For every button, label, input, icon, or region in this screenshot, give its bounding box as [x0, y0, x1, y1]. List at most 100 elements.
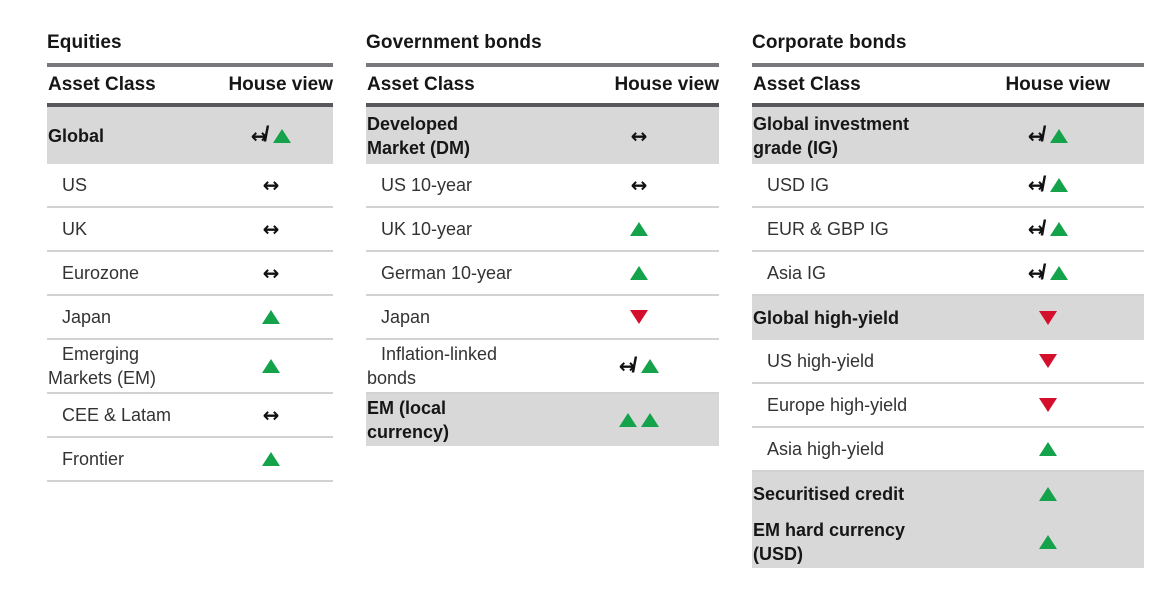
table-row: Europe high-yield — [752, 384, 1144, 428]
table-title: Corporate bonds — [752, 32, 907, 53]
sideways-arrow-icon: ↔ — [262, 173, 280, 197]
table-title: Equities — [47, 32, 122, 53]
asset-class-label: Frontier — [62, 449, 125, 469]
house-view-neutral-up-icon: ↔ / — [619, 353, 660, 377]
down-triangle-icon — [1039, 398, 1057, 412]
house-view-down-icon — [1039, 398, 1057, 412]
sideways-arrow-icon: ↔ — [1027, 261, 1045, 285]
table-row: Eurozone ↔ — [47, 252, 333, 296]
up-triangle-icon — [1050, 222, 1069, 236]
government-bonds-table: Government bonds Asset Class House view … — [366, 30, 719, 568]
asset-class-label: Inflation-linked bonds — [367, 344, 498, 388]
down-triangle-icon — [630, 310, 648, 324]
house-view-cell: ↔ / — [559, 353, 719, 377]
up-triangle-icon — [1050, 266, 1069, 280]
up-triangle-icon — [262, 310, 280, 324]
sideways-arrow-icon: ↔ — [1027, 217, 1045, 241]
asset-class-column-header: Asset Class — [48, 74, 156, 95]
table-row: UK 10-year — [366, 208, 719, 252]
house-view-up-icon — [630, 266, 648, 280]
asset-class-column-header: Asset Class — [367, 74, 475, 95]
table-row: US 10-year ↔ — [366, 164, 719, 208]
table-row: Securitised credit — [752, 472, 1144, 516]
house-view-down-icon — [1039, 311, 1057, 325]
asset-class-label: US high-yield — [767, 351, 875, 371]
house-view-cell: ↔ / — [986, 260, 1110, 285]
slash-icon: / — [1040, 260, 1047, 284]
house-view-down-icon — [1039, 354, 1057, 368]
table-row: EM hard currency (USD) — [752, 516, 1144, 568]
asset-class-label: Global investment grade (IG) — [753, 113, 910, 158]
table-row: Japan — [366, 296, 719, 340]
asset-class-label: US 10-year — [381, 175, 473, 195]
up-triangle-icon — [630, 266, 648, 280]
up-triangle-icon — [1050, 128, 1069, 143]
table-row: Developed Market (DM) ↔ — [366, 107, 719, 164]
house-view-up-icon — [630, 222, 648, 236]
table-row: USD IG ↔ / — [752, 164, 1144, 208]
table-row: Global high-yield — [752, 296, 1144, 340]
house-view-neutral-icon: ↔ — [263, 263, 280, 283]
house-view-down-icon — [630, 310, 648, 324]
up-triangle-icon — [262, 452, 280, 466]
up-triangle-icon — [273, 128, 292, 143]
house-view-cell: ↔ — [559, 175, 719, 195]
table-title: Government bonds — [366, 32, 542, 53]
table-row: Inflation-linked bonds ↔ / — [366, 340, 719, 394]
slash-icon: / — [1040, 172, 1047, 196]
up-triangle-icon — [630, 222, 648, 236]
slash-icon: / — [1040, 123, 1047, 146]
asset-class-label: Europe high-yield — [767, 395, 908, 415]
house-view-cell: ↔ — [209, 175, 333, 195]
up-triangle-icon — [1039, 487, 1057, 501]
asset-class-label: UK 10-year — [381, 219, 473, 239]
table-row: EUR & GBP IG ↔ / — [752, 208, 1144, 252]
house-view-neutral-icon: ↔ — [263, 405, 280, 425]
house-view-up-icon — [262, 452, 280, 466]
sideways-arrow-icon: ↔ — [630, 123, 648, 148]
asset-class-label: EUR & GBP IG — [767, 219, 889, 239]
asset-class-label: UK — [62, 219, 88, 239]
sideways-arrow-icon: ↔ — [250, 123, 268, 148]
table-row: Japan — [47, 296, 333, 340]
house-view-up-icon — [262, 310, 280, 324]
house-view-neutral-up-icon: ↔ / — [1027, 260, 1069, 285]
house-view-up-icon — [1039, 487, 1057, 501]
down-triangle-icon — [1039, 311, 1057, 325]
sideways-arrow-icon: ↔ — [1027, 173, 1045, 197]
table-row: EM (local currency) — [366, 394, 719, 446]
table-row: German 10-year — [366, 252, 719, 296]
table-row: Global investment grade (IG) ↔ / — [752, 107, 1144, 164]
house-view-neutral-up-icon: ↔ / — [1027, 123, 1069, 148]
table-header: Asset Class House view — [366, 63, 719, 107]
house-view-up-icon — [1039, 442, 1057, 456]
asset-class-label: Japan — [62, 307, 112, 327]
table-row: US ↔ — [47, 164, 333, 208]
house-view-cell — [986, 311, 1110, 325]
asset-class-column-header: Asset Class — [753, 74, 861, 95]
asset-class-label: EM hard currency (USD) — [753, 520, 906, 564]
equities-table: Equities Asset Class House view Global ↔ /… — [47, 30, 333, 568]
asset-class-label: Global high-yield — [753, 308, 900, 328]
slash-icon: / — [263, 123, 270, 146]
asset-class-label: German 10-year — [381, 263, 513, 283]
house-view-cell: ↔ / — [986, 123, 1110, 148]
house-view-cell: ↔ — [209, 263, 333, 283]
up-triangle-icon — [619, 413, 637, 427]
table-row: Global ↔ / — [47, 107, 333, 164]
slash-icon: / — [631, 353, 638, 377]
table-row: US high-yield — [752, 340, 1144, 384]
corporate-bonds-table: Corporate bonds Asset Class House view G… — [752, 30, 1144, 568]
up-triangle-icon — [641, 413, 659, 427]
table-header: Asset Class House view — [752, 63, 1144, 107]
house-view-neutral-icon: ↔ — [263, 219, 280, 239]
house-view-double-up-icon — [619, 413, 659, 427]
sideways-arrow-icon: ↔ — [1027, 123, 1045, 148]
house-view-cell — [986, 442, 1110, 456]
up-triangle-icon — [262, 359, 280, 373]
asset-class-label: USD IG — [767, 175, 830, 195]
house-view-neutral-up-icon: ↔ / — [250, 123, 292, 148]
house-view-cell: ↔ — [209, 219, 333, 239]
sideways-arrow-icon: ↔ — [262, 261, 280, 285]
house-view-neutral-icon: ↔ — [631, 126, 648, 146]
